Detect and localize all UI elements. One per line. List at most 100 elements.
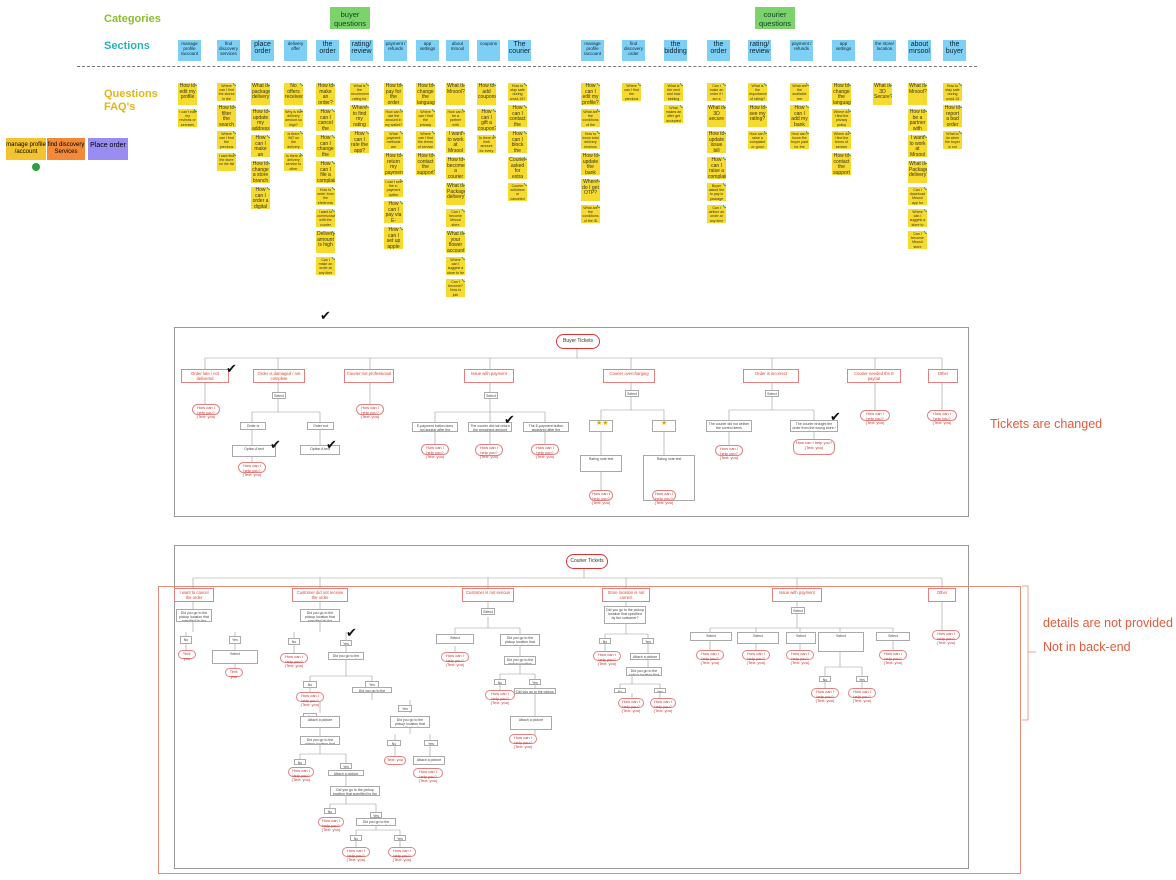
courier-faq-note[interactable]: What is Package delivery? [908,161,927,183]
buyer-faq-note[interactable]: How to change a store branch [251,161,270,183]
courier-faq-note[interactable]: How to update the bank details [581,153,600,175]
buyer-section-9[interactable]: coupons [477,40,500,61]
category-buyer[interactable]: buyer questions [330,7,370,29]
buyer-section-8[interactable]: about mrsool [446,40,469,61]
courier-faq-note[interactable]: What are the conditions of the ID card d… [581,205,600,223]
courier-faq-note[interactable]: Where can I find the previous orders [622,83,641,101]
buyer-faq-note[interactable]: What is the recommended rating for the c… [350,83,369,101]
buyer-ticket-head[interactable]: Courier not professional [344,369,394,383]
buyer-faq-note[interactable]: Delivery amount is high [316,231,335,253]
courier-section-9[interactable]: the buyer [943,40,966,61]
courier-faq-note[interactable]: How to update issue bill [707,131,726,153]
buyer-faq-note[interactable]: What payment methods are available? [384,131,403,149]
courier-faq-note[interactable]: How to see my rating? [748,105,767,127]
buyer-faq-note[interactable]: How to become a courier [446,157,465,179]
buyer-faq-note[interactable]: How can I order a digital card [251,187,270,209]
buyer-section-5[interactable]: rating/ review [350,40,373,61]
buyer-faq-note[interactable]: Where to find my rating [350,105,369,127]
buyer-section-2[interactable]: place order [251,40,274,61]
buyer-faq-note[interactable]: Courier asked for extra charge [508,157,527,179]
courier-faq-note[interactable]: How can I know the buyer paid for the or… [790,131,809,149]
buyer-faq-note[interactable]: Where can I find the privacy policy? [416,109,435,127]
buyer-faq-note[interactable]: Is there VAT on the delivery amount? [284,131,303,149]
buyer-section-4[interactable]: the order [316,40,339,61]
buyer-ticket-head[interactable]: Courier overcharging [603,369,655,383]
courier-faq-note[interactable]: What to do when the buyer is not respond… [943,131,962,149]
courier-faq-note[interactable]: Where do I find the terms of service [832,131,851,149]
buyer-faq-note[interactable]: Why is the delivery amount so high? [284,109,303,127]
courier-faq-note[interactable]: Where can I suggest a store to add [908,209,927,227]
courier-faq-note[interactable]: How to change the language [832,83,851,105]
buyer-faq-note[interactable]: How to stay safe during covid-19? [508,83,527,101]
category-courier[interactable]: courier questions [755,7,795,29]
buyer-faq-note[interactable]: How can I make an order? [251,135,270,157]
buyer-section-1[interactable]: find discovery services [217,40,240,61]
buyer-faq-note[interactable]: Is there a limit amount for every coupon… [477,135,496,153]
buyer-faq-note[interactable]: Where can I suggest a store to be added [446,257,465,275]
buyer-faq-note[interactable]: I can't edit my reviews or services [178,109,197,127]
courier-ticket-head[interactable]: Other [928,588,956,602]
buyer-faq-note[interactable]: How can I use the amount in my wallet? [384,109,403,127]
courier-faq-note[interactable]: I want to work at Mrsool [908,135,927,157]
buyer-faq-note[interactable]: How to order from the electronic device [316,187,335,205]
courier-ticket-head[interactable]: Store location is not correct [602,588,650,602]
courier-section-4[interactable]: rating/ review [748,40,771,61]
buyer-faq-note[interactable]: How can I cancel the order? [316,109,335,131]
courier-section-6[interactable]: app settings [832,40,855,61]
courier-section-3[interactable]: the order [707,40,730,61]
courier-faq-note[interactable]: How can I edit my profile? [581,83,600,105]
buyer-faq-note[interactable]: How to filter the search result [217,105,236,127]
buyer-faq-note[interactable]: How to make an order? [316,83,335,105]
courier-section-8[interactable]: about mrsool [908,40,931,61]
buyer-section-10[interactable]: The courier [508,40,531,61]
courier-section-1[interactable]: find discovery order [622,40,645,61]
buyer-faq-note[interactable]: How can I block the courier? [508,131,527,153]
buyer-faq-note[interactable]: I cant find the store on the list [217,153,236,171]
buyer-faq-note[interactable]: How to change the language [416,83,435,105]
buyer-faq-note[interactable]: How to contact the support? [416,153,435,175]
buyer-section-6[interactable]: payment / refunds [384,40,407,61]
buyer-ticket-head[interactable]: Order is damaged / not complete [253,369,305,383]
buyer-faq-note[interactable]: How to add coupons [477,83,496,105]
buyer-faq-note[interactable]: How can I rate the app? [350,131,369,153]
courier-faq-note[interactable]: Buyer asked the to pay in package delive… [707,183,726,201]
courier-faq-note[interactable]: How to know total delivery revenue [581,131,600,149]
courier-faq-note[interactable]: Can I download Mrsool app for different … [908,187,927,205]
buyer-faq-note[interactable]: What is your flower account? [446,231,465,253]
buyer-faq-note[interactable]: I can't see the e-payment option [384,179,403,197]
buyer-faq-note[interactable]: How can I set up apple pay? [384,227,403,249]
buyer-faq-note[interactable]: Can I become? How to join Mrsool? [446,279,465,297]
buyer-faq-note[interactable]: What is Mrsool? [446,83,465,105]
buyer-faq-note[interactable]: How can I change the courier? [316,135,335,157]
courier-faq-note[interactable]: How can I raise a complaint or good rati… [748,131,767,149]
buyer-section-3[interactable]: delivery offer [284,40,307,61]
buyer-ticket-head[interactable]: Other [928,369,958,383]
buyer-ticket-head[interactable]: Courier needed the E payout [847,369,901,383]
courier-faq-note[interactable]: What is Mrsool? [908,83,927,105]
courier-section-7[interactable]: the store/ location [873,40,896,61]
courier-faq-note[interactable]: What is 3D Secure? [873,83,892,105]
courier-faq-note[interactable]: How to contact the support [832,153,851,175]
buyer-faq-note[interactable]: No offers received [284,83,303,105]
courier-faq-note[interactable]: Can I deliver an order at any time from … [707,205,726,223]
buyer-faq-note[interactable]: How to update my address [251,109,270,131]
courier-ticket-head[interactable]: Customer is not serious [462,588,514,602]
buyer-faq-note[interactable]: What is package delivery? [251,83,270,105]
courier-faq-note[interactable]: What is 3D secure [707,105,726,127]
courier-section-0[interactable]: manage profile /account [581,40,604,61]
courier-ticket-head[interactable]: Issue with payment [772,588,822,602]
courier-faq-note[interactable]: Can I make an order if I am a courier? [707,83,726,101]
buyer-faq-note[interactable]: Can I make an order at any time for exam… [316,257,335,275]
buyer-faq-note[interactable]: How to edit my profile [178,83,197,105]
courier-faq-note[interactable]: How to report a bad order [943,105,962,127]
buyer-faq-note[interactable]: How to return my payment method [384,153,403,175]
buyer-faq-note[interactable]: How to pay for the order [384,83,403,105]
buyer-faq-note[interactable]: How can I file a complaint [316,161,335,183]
buyer-ticket-head[interactable]: Issue with payment [464,369,514,383]
courier-faq-note[interactable]: How to be a partner with Mrsool [908,109,927,131]
buyer-faq-note[interactable]: Is there a delivery service to other cit… [284,153,303,171]
courier-faq-note[interactable]: How can I add my bank account [790,105,809,127]
buyer-faq-note[interactable]: Where can I find the terms of service [416,131,435,149]
courier-faq-note[interactable]: Where do I get OTP? [581,179,600,201]
buyer-section-0[interactable]: manage profile /account [178,40,201,61]
